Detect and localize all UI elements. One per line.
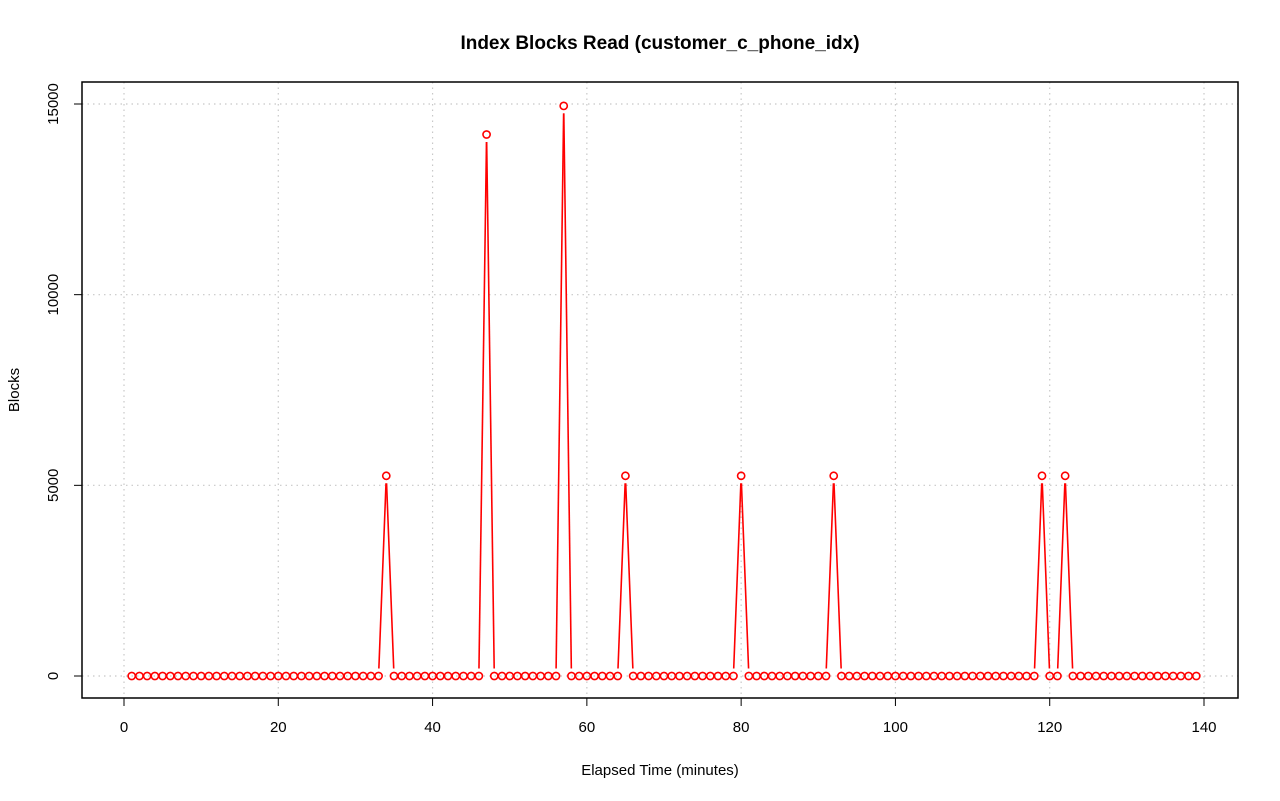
- chart-title: Index Blocks Read (customer_c_phone_idx): [460, 33, 859, 54]
- data-point: [813, 671, 823, 681]
- y-tick-label: 5000: [45, 469, 62, 502]
- x-tick-label: 140: [1191, 719, 1216, 736]
- series-segment: [1033, 483, 1043, 669]
- x-tick-label: 20: [270, 719, 287, 736]
- data-point: [258, 671, 268, 681]
- data-point: [621, 471, 630, 481]
- data-point: [613, 671, 623, 681]
- data-point: [335, 671, 345, 681]
- x-tick-label: 60: [579, 719, 596, 736]
- data-point: [898, 671, 908, 681]
- data-point: [489, 671, 499, 681]
- series-segment: [825, 483, 835, 669]
- series-layer: [127, 101, 1201, 681]
- series-segment: [485, 141, 495, 669]
- series-segment: [378, 483, 387, 669]
- data-point: [528, 671, 538, 681]
- series-segment: [555, 113, 565, 669]
- series-segment: [1056, 483, 1066, 669]
- data-point: [651, 671, 661, 681]
- axes: 0 20 40 60 80 100 120 140 0 5000 10000 15000: [45, 83, 1217, 736]
- data-point: [567, 671, 576, 681]
- data-point: [181, 671, 191, 681]
- data-point: [929, 671, 939, 681]
- data-point: [497, 671, 507, 681]
- data-point: [829, 471, 839, 481]
- series-segment: [740, 483, 750, 669]
- x-axis-label: Elapsed Time (minutes): [581, 762, 739, 779]
- x-tick-label: 0: [120, 719, 128, 736]
- series-segment: [1064, 483, 1074, 669]
- x-tick-label: 40: [424, 719, 441, 736]
- data-point: [1161, 671, 1170, 681]
- data-point: [1191, 671, 1201, 681]
- data-point: [767, 671, 777, 681]
- data-point: [135, 671, 144, 681]
- data-point: [304, 671, 314, 681]
- grid: [82, 82, 1238, 698]
- data-point: [374, 671, 383, 681]
- y-axis-label: Blocks: [6, 368, 23, 412]
- data-point: [1130, 671, 1139, 681]
- data-point: [1053, 671, 1062, 681]
- y-tick-label: 0: [45, 672, 62, 680]
- data-point: [551, 671, 561, 681]
- data-point: [1037, 471, 1047, 481]
- data-point: [975, 671, 985, 681]
- data-point: [173, 671, 183, 681]
- series-segment: [732, 483, 742, 669]
- x-tick-label: 100: [883, 719, 908, 736]
- data-point: [559, 101, 569, 111]
- data-point: [1168, 671, 1178, 681]
- plot-frame: [81, 81, 1239, 699]
- data-point: [698, 671, 707, 681]
- data-point: [142, 671, 152, 681]
- data-point: [474, 671, 484, 681]
- data-point: [775, 671, 785, 681]
- series-segment: [385, 483, 395, 669]
- data-point: [937, 671, 947, 681]
- data-point: [1029, 671, 1039, 681]
- data-point: [412, 671, 422, 681]
- data-point: [736, 471, 746, 481]
- data-point: [1006, 671, 1016, 681]
- data-point: [451, 671, 461, 681]
- series-segment: [624, 483, 634, 669]
- series-segment: [478, 141, 488, 669]
- data-point: [381, 471, 391, 481]
- data-point: [1014, 671, 1024, 681]
- data-point: [266, 671, 275, 681]
- data-point: [574, 671, 584, 681]
- x-tick-label: 80: [733, 719, 750, 736]
- x-tick-label: 120: [1037, 719, 1062, 736]
- data-point: [482, 130, 491, 139]
- data-point: [219, 671, 229, 681]
- data-point: [1083, 671, 1093, 681]
- data-point: [968, 671, 977, 681]
- data-point: [1122, 671, 1132, 681]
- series-segment: [617, 483, 626, 669]
- data-point: [659, 671, 669, 681]
- data-point: [821, 671, 831, 681]
- data-point: [459, 671, 468, 681]
- series-segment: [563, 113, 573, 669]
- data-point: [852, 671, 862, 681]
- series-segment: [833, 483, 842, 669]
- data-point: [1091, 671, 1101, 681]
- data-point: [690, 671, 700, 681]
- data-point: [729, 671, 738, 681]
- data-point: [343, 671, 353, 681]
- data-point: [1060, 471, 1070, 481]
- y-tick-label: 10000: [45, 274, 62, 316]
- y-tick-label: 15000: [45, 83, 62, 125]
- data-point: [860, 671, 869, 681]
- data-point: [420, 671, 430, 681]
- data-point: [297, 671, 306, 681]
- series-segment: [1041, 483, 1051, 669]
- data-point: [536, 671, 545, 681]
